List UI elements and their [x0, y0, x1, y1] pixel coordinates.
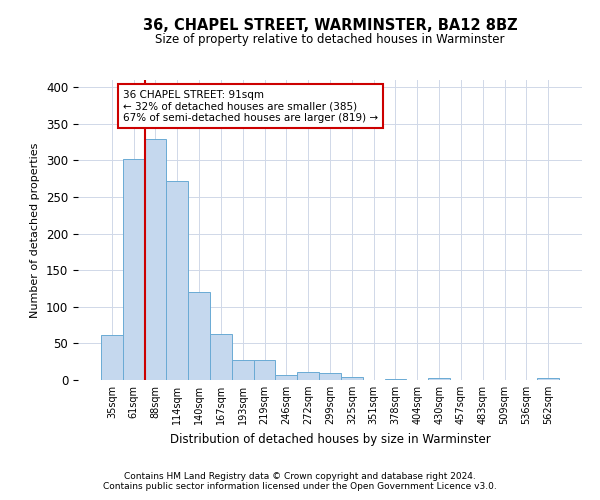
Bar	[275, 375, 297, 380]
Bar	[537, 378, 559, 380]
Bar	[297, 372, 319, 380]
Bar	[428, 378, 450, 380]
Bar	[188, 292, 210, 380]
X-axis label: Distribution of detached houses by size in Warminster: Distribution of detached houses by size …	[170, 432, 490, 446]
Text: 36 CHAPEL STREET: 91sqm
← 32% of detached houses are smaller (385)
67% of semi-d: 36 CHAPEL STREET: 91sqm ← 32% of detache…	[123, 90, 378, 122]
Text: 36, CHAPEL STREET, WARMINSTER, BA12 8BZ: 36, CHAPEL STREET, WARMINSTER, BA12 8BZ	[143, 18, 517, 32]
Bar	[254, 360, 275, 380]
Bar	[319, 372, 341, 380]
Text: Contains public sector information licensed under the Open Government Licence v3: Contains public sector information licen…	[103, 482, 497, 491]
Bar	[385, 378, 406, 380]
Bar	[341, 377, 363, 380]
Bar	[145, 138, 166, 380]
Text: Contains HM Land Registry data © Crown copyright and database right 2024.: Contains HM Land Registry data © Crown c…	[124, 472, 476, 481]
Bar	[232, 360, 254, 380]
Bar	[101, 334, 123, 380]
Bar	[210, 334, 232, 380]
Y-axis label: Number of detached properties: Number of detached properties	[31, 142, 40, 318]
Bar	[166, 181, 188, 380]
Bar	[123, 159, 145, 380]
Text: Size of property relative to detached houses in Warminster: Size of property relative to detached ho…	[155, 32, 505, 46]
